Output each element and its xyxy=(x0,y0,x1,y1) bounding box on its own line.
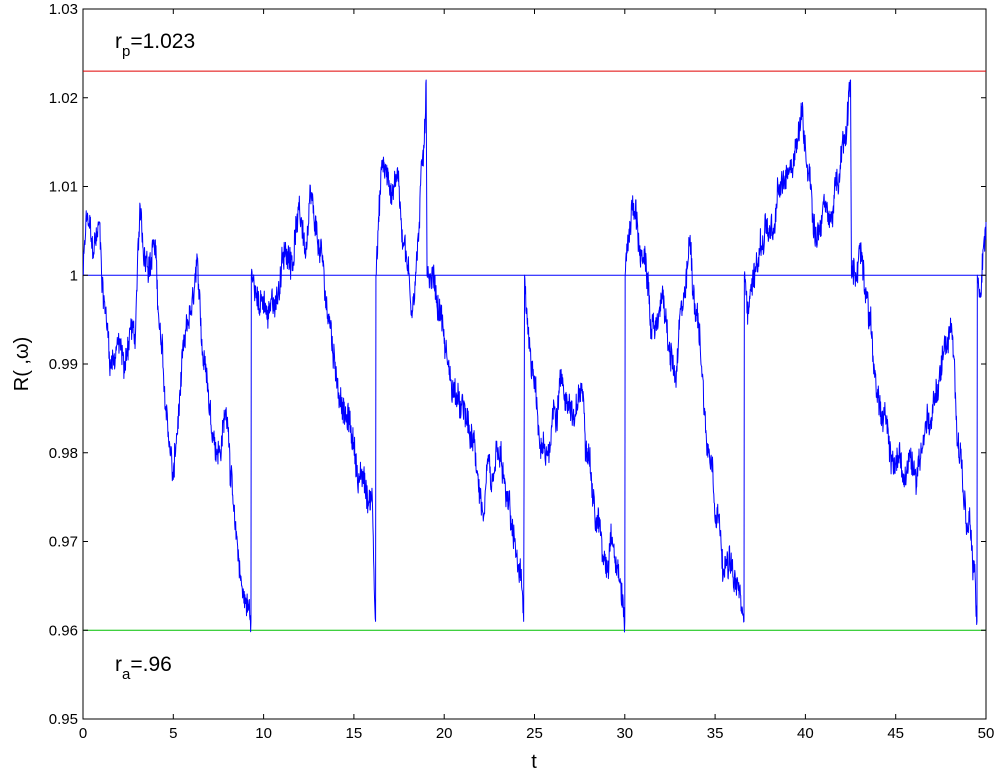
series-layer xyxy=(82,79,987,633)
y-tick-label: 1 xyxy=(70,267,78,284)
annotation-rp-base: r xyxy=(115,30,122,53)
y-tick-label: 0.99 xyxy=(49,356,78,373)
x-tick-label: 20 xyxy=(436,725,453,742)
x-tick-label: 40 xyxy=(797,725,814,742)
annotation-ra-text: =.96 xyxy=(130,653,171,676)
reference-lines xyxy=(83,70,986,631)
x-tick-label: 35 xyxy=(707,725,724,742)
plot-area xyxy=(82,8,987,720)
x-tick-label: 30 xyxy=(616,725,633,742)
annotation-rp-text: =1.023 xyxy=(130,30,195,53)
annotation-ra: ra=.96 xyxy=(115,653,172,683)
y-tick-label: 1.03 xyxy=(49,1,78,18)
y-tick-label: 1.01 xyxy=(49,179,78,196)
x-tick-label: 0 xyxy=(79,725,87,742)
y-tick-label: 0.98 xyxy=(49,445,78,462)
series-line xyxy=(82,79,987,633)
x-tick-label: 15 xyxy=(346,725,363,742)
x-tick-label: 50 xyxy=(978,725,995,742)
annotation-rp: rp=1.023 xyxy=(115,30,195,60)
annotation-rp-sub: p xyxy=(122,43,130,60)
y-tick-label: 0.96 xyxy=(49,622,78,639)
annotation-ra-base: r xyxy=(115,653,122,676)
y-tick-label: 0.97 xyxy=(49,534,78,551)
x-tick-label: 45 xyxy=(887,725,904,742)
x-axis-label: t xyxy=(531,751,537,773)
y-tick-label: 1.02 xyxy=(49,90,78,107)
x-tick-label: 10 xyxy=(255,725,272,742)
x-tick-label: 25 xyxy=(526,725,543,742)
y-axis-label: R( ,ω) xyxy=(11,337,33,392)
x-tick-label: 5 xyxy=(169,725,177,742)
annotation-ra-sub: a xyxy=(122,666,131,683)
x-axis-ticks: 0 5 10 15 20 25 30 35 40 45 50 xyxy=(79,9,995,742)
y-axis-ticks: 0.95 0.96 0.97 0.98 0.99 1 1.01 1.02 1.03 xyxy=(49,1,986,728)
y-tick-label: 0.95 xyxy=(49,711,78,728)
